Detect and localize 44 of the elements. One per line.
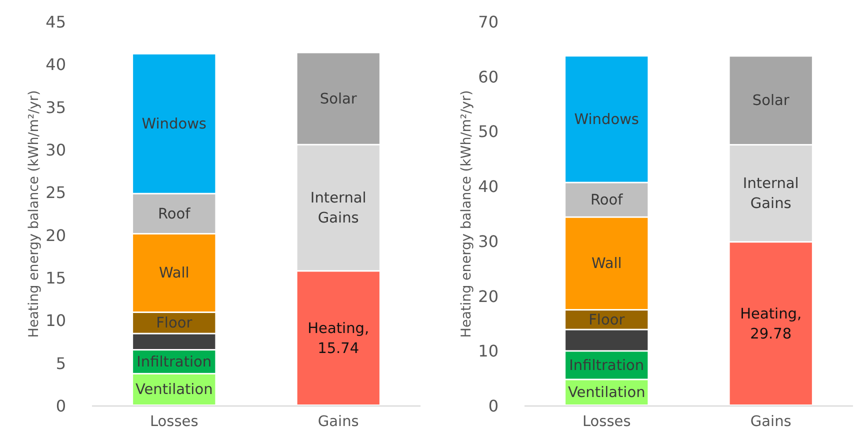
series-label: Internal Gains bbox=[310, 190, 366, 227]
series-label: Solar bbox=[752, 93, 790, 110]
y-tick-label: 20 bbox=[478, 286, 498, 306]
y-tick-label: 30 bbox=[46, 140, 66, 160]
y-axis-title: Heating energy balance (kWh/m²/yr) bbox=[458, 90, 474, 338]
y-tick-label: 40 bbox=[46, 55, 66, 74]
series-label: Roof bbox=[158, 206, 192, 222]
y-tick-label: 10 bbox=[478, 342, 498, 361]
y-tick-label: 0 bbox=[56, 396, 66, 416]
series-label: Windows bbox=[142, 116, 206, 132]
series-label: Heating, bbox=[308, 320, 370, 337]
series-label: Wall bbox=[158, 266, 190, 282]
y-tick-label: 60 bbox=[478, 67, 498, 86]
series-label: Ventilation bbox=[568, 385, 646, 402]
y-tick-label: 45 bbox=[46, 12, 66, 32]
series-label: Infiltration bbox=[136, 354, 212, 370]
y-tick-label: 0 bbox=[488, 396, 498, 416]
y-tick-label: 5 bbox=[56, 354, 66, 373]
series-label: Floor bbox=[588, 312, 625, 328]
x-tick-label: Losses bbox=[582, 414, 631, 430]
series-label: Floor bbox=[156, 316, 192, 332]
series-label: Roof bbox=[590, 192, 624, 209]
y-tick-label: 10 bbox=[46, 311, 66, 330]
series-label: Heating, bbox=[740, 306, 802, 322]
series-label: Windows bbox=[574, 112, 639, 128]
series-label: Solar bbox=[320, 91, 357, 108]
data-label: 15.74 bbox=[318, 340, 360, 357]
x-tick-label: Gains bbox=[750, 414, 792, 430]
y-tick-label: 20 bbox=[46, 226, 66, 245]
y-tick-label: 35 bbox=[46, 98, 66, 117]
y-axis-title: Heating energy balance (kWh/m²/yr) bbox=[26, 90, 42, 338]
y-tick-label: 25 bbox=[46, 183, 66, 202]
series-label: Internal Gains bbox=[742, 176, 799, 212]
y-tick-label: 30 bbox=[478, 232, 498, 251]
series-label: Wall bbox=[591, 256, 622, 272]
series-label: Ventilation bbox=[135, 382, 213, 398]
series-label: Infiltration bbox=[569, 358, 644, 374]
y-tick-label: 15 bbox=[46, 268, 66, 288]
y-tick-label: 70 bbox=[478, 12, 498, 32]
x-tick-label: Losses bbox=[150, 414, 198, 430]
y-tick-label: 40 bbox=[478, 177, 498, 196]
y-tick-label: 50 bbox=[478, 122, 498, 142]
data-label: 29.78 bbox=[750, 326, 792, 342]
x-tick-label: Gains bbox=[318, 414, 359, 430]
